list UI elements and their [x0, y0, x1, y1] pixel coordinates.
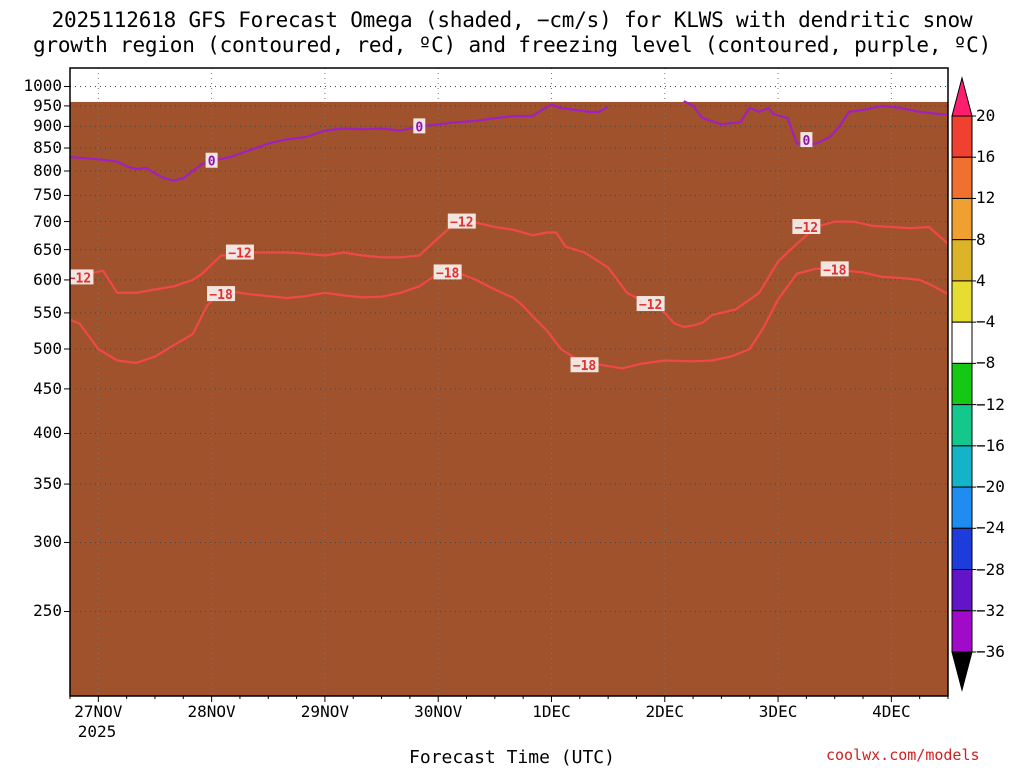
contour-label-bg [225, 244, 254, 260]
colorbar-box [951, 239, 973, 282]
contour-label: −12 [795, 221, 818, 236]
pressure-tick-label: 800 [33, 160, 62, 180]
colorbar-box [951, 115, 973, 158]
pressure-tick-label: 600 [33, 269, 62, 289]
time-tick-label: 1DEC [532, 702, 571, 721]
time-tick-label: 4DEC [872, 702, 911, 721]
contour-label: −18 [823, 263, 847, 278]
contour-label-bg [70, 269, 94, 285]
colorbar-label: 20 [976, 106, 996, 125]
x-axis-title: Forecast Time (UTC) [409, 747, 615, 768]
contour-label: −18 [573, 359, 597, 374]
contour-label: −12 [450, 216, 473, 231]
colorbar-label: −16 [976, 435, 1005, 455]
contour-label-bg [413, 118, 426, 134]
pressure-tick-label: 450 [33, 378, 62, 398]
contour-label-bg [207, 286, 236, 302]
colorbar-box [951, 486, 973, 529]
colorbar-box [951, 527, 973, 571]
time-tick-label: 30NOV [414, 702, 463, 721]
contour-label-bg [447, 213, 476, 229]
contour-label-bg [433, 264, 462, 280]
colorbar-label: 4 [976, 270, 986, 290]
colorbar-box [951, 321, 973, 364]
colorbar-label: −32 [976, 600, 1005, 620]
contour-label: −12 [68, 271, 91, 286]
colorbar-label: −36 [976, 642, 1005, 661]
colorbar-label: −12 [976, 394, 1005, 414]
colorbar-label: −24 [976, 518, 1005, 538]
pressure-tick-label: 1000 [23, 76, 62, 96]
contour-label-bg [205, 152, 218, 168]
pressure-tick-label: 350 [33, 474, 62, 494]
colorbar-top-arrow [951, 76, 973, 117]
pressure-tick-label: 300 [33, 532, 62, 552]
freezing-level-contour [683, 100, 948, 145]
chart-title-line-1: 2025112618 GFS Forecast Omega (shaded, −… [51, 8, 973, 32]
plot-frame [69, 67, 949, 697]
contour-label-bg [636, 296, 665, 312]
time-tick-label: 3DEC [758, 702, 798, 721]
pressure-tick-label: 650 [33, 239, 62, 259]
ground-terrain [70, 101, 948, 696]
freezing-level-contour [70, 103, 609, 182]
pressure-tick-label: 700 [33, 211, 62, 231]
pressure-tick-label: 750 [33, 185, 62, 205]
pressure-tick-label: 500 [33, 338, 62, 358]
pressure-tick-label: 900 [33, 116, 62, 136]
year-label: 2025 [77, 722, 117, 741]
pressure-tick-label: 850 [33, 138, 62, 158]
time-tick-label: 29NOV [300, 702, 349, 721]
time-tick-label: 28NOV [187, 702, 236, 721]
pressure-tick-label: 950 [33, 95, 62, 115]
colorbar-label: −28 [976, 559, 1005, 579]
colorbar-box [951, 280, 973, 323]
contour-label-bg [800, 132, 813, 148]
colorbar-box [951, 362, 973, 406]
colorbar-box [951, 445, 973, 488]
colorbar-box [951, 156, 973, 199]
colorbar-bottom-arrow [951, 651, 973, 692]
colorbar-label: 12 [976, 188, 996, 208]
contour-label: −18 [209, 288, 233, 303]
colorbar-label: 8 [976, 229, 986, 249]
colorbar-label: 16 [976, 147, 996, 167]
colorbar-box [951, 404, 973, 447]
pressure-tick-label: 400 [33, 423, 62, 443]
chart-title-line-2: growth region (contoured, red, ºC) and f… [32, 33, 992, 57]
colorbar-box [951, 197, 973, 241]
dgz-contour-minus12 [70, 220, 948, 328]
contour-label: 0 [802, 134, 810, 149]
contour-label-bg [820, 261, 849, 277]
pressure-tick-label: 250 [33, 601, 62, 621]
contour-label-bg [570, 357, 599, 373]
time-tick-label: 27NOV [74, 702, 123, 721]
pressure-tick-label: 550 [33, 302, 62, 322]
plot-area: −18 −18 −18 −18 −12 −12 −12 −12 −12 0 0 0 [68, 68, 948, 696]
contour-label: 0 [208, 155, 216, 170]
colorbar-label: −8 [976, 353, 996, 373]
contour-label: 0 [415, 120, 423, 135]
credit-link[interactable]: coolwx.com/models [826, 746, 980, 764]
contour-label: −18 [436, 266, 460, 281]
colorbar-box [951, 610, 973, 653]
colorbar-label: −20 [976, 477, 1005, 497]
contour-label: −12 [228, 247, 251, 262]
time-tick-label: 2DEC [645, 702, 685, 721]
contour-label: −12 [639, 298, 662, 313]
contour-label-bg [792, 219, 821, 235]
colorbar-box [951, 569, 973, 612]
colorbar-label: −4 [976, 312, 996, 332]
